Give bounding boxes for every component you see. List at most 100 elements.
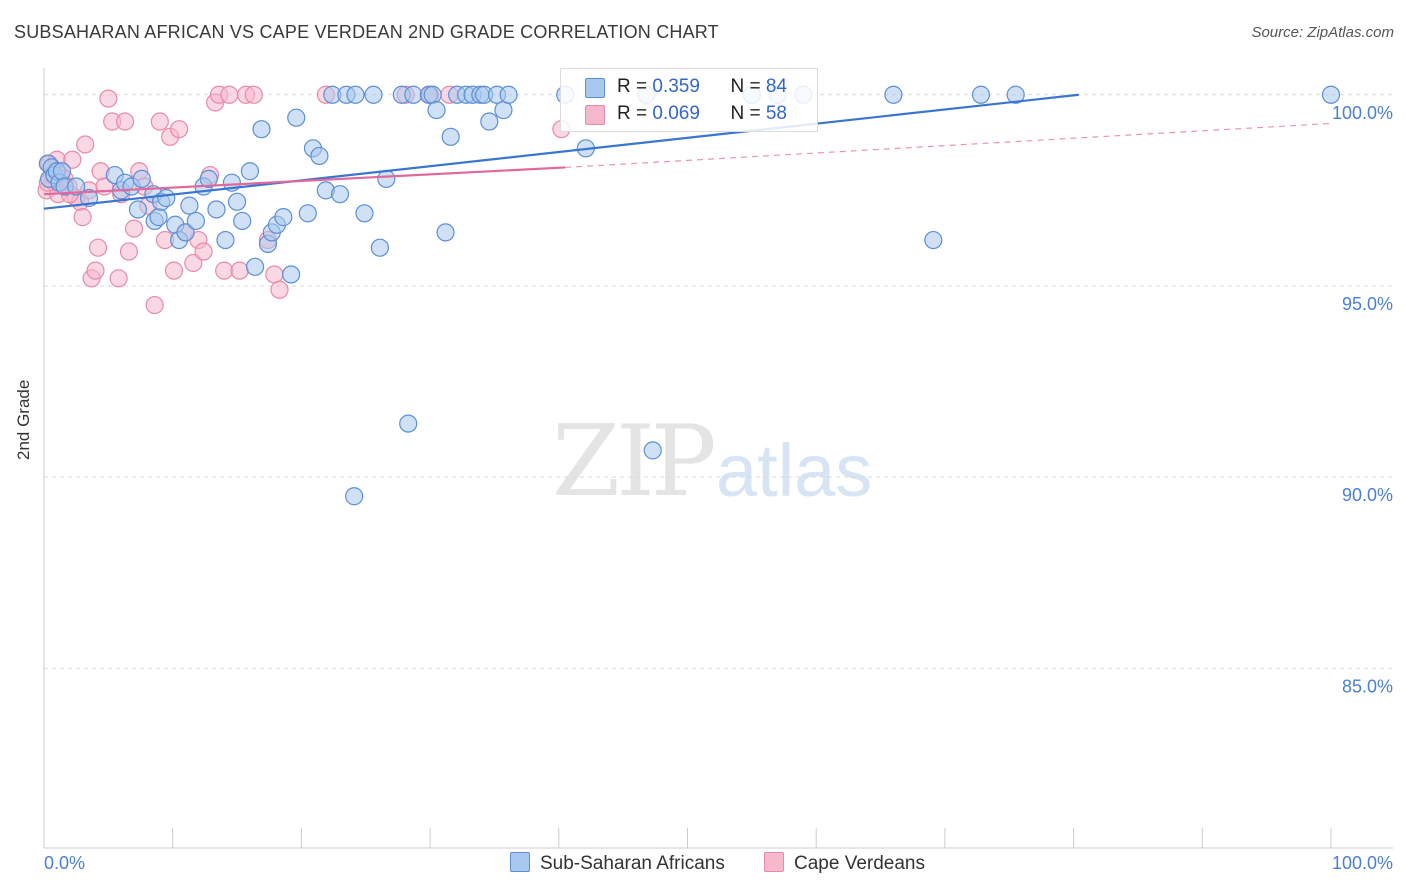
point-sub-saharan-african: [355, 204, 374, 223]
trend-line-blue: [43, 93, 1079, 210]
y-tick-label: 95.0%: [1342, 294, 1393, 314]
point-cape-verdean: [270, 280, 289, 299]
point-sub-saharan-african: [364, 85, 383, 104]
chart-title: SUBSAHARAN AFRICAN VS CAPE VERDEAN 2ND G…: [14, 22, 719, 42]
point-sub-saharan-african: [240, 162, 260, 181]
y-axis-label: 2nd Grade: [14, 379, 33, 460]
legend-r-value-blue: 0.359: [652, 76, 700, 97]
point-sub-saharan-african: [494, 100, 513, 120]
series-cape-verdeans: [37, 85, 571, 315]
point-sub-saharan-african: [310, 146, 329, 166]
grid-lines: [44, 94, 1393, 669]
legend-n-value-pink: 58: [765, 103, 787, 124]
point-sub-saharan-african: [227, 192, 247, 211]
point-sub-saharan-african: [404, 85, 423, 104]
point-cape-verdean: [150, 112, 169, 131]
point-sub-saharan-african: [149, 208, 168, 227]
point-cape-verdean: [76, 135, 95, 154]
watermark-atlas: atlas: [716, 429, 873, 512]
legend-n-value-blue: 84: [765, 76, 787, 97]
point-cape-verdean: [88, 238, 108, 257]
trend-lines: [43, 93, 1332, 210]
point-cape-verdean: [119, 242, 139, 261]
point-sub-saharan-african: [884, 85, 903, 104]
point-sub-saharan-african: [1321, 85, 1341, 104]
point-sub-saharan-african: [252, 120, 271, 139]
point-sub-saharan-african: [207, 200, 226, 219]
point-cape-verdean: [215, 261, 234, 280]
point-sub-saharan-african: [157, 188, 176, 208]
point-cape-verdean: [109, 269, 128, 288]
point-cape-verdean: [265, 265, 284, 284]
point-sub-saharan-african: [399, 414, 418, 433]
point-sub-saharan-african: [132, 169, 151, 188]
point-sub-saharan-african: [377, 169, 396, 188]
point-cape-verdean: [230, 261, 249, 280]
point-sub-saharan-african: [370, 238, 390, 257]
legend-label-blue: Sub-Saharan Africans: [540, 853, 725, 874]
point-cape-verdean: [145, 295, 164, 315]
y-tick-label: 90.0%: [1342, 485, 1393, 505]
point-sub-saharan-african: [441, 127, 460, 146]
point-cape-verdean: [164, 261, 184, 280]
axes: [43, 68, 1393, 849]
bottom-legend-pink[interactable]: Cape Verdeans: [764, 852, 925, 875]
legend-swatch-pink: [585, 105, 605, 125]
point-sub-saharan-african: [287, 108, 306, 127]
point-sub-saharan-african: [199, 169, 218, 188]
watermark-zip: ZIP: [552, 405, 717, 519]
point-sub-saharan-african: [924, 230, 943, 250]
point-cape-verdean: [73, 208, 92, 227]
point-sub-saharan-african: [427, 100, 446, 120]
point-sub-saharan-african: [423, 85, 442, 104]
point-sub-saharan-african: [233, 211, 252, 231]
legend-swatch-pink: [764, 852, 784, 872]
point-sub-saharan-african: [67, 177, 86, 196]
point-sub-saharan-african: [436, 223, 455, 242]
series-sub-saharan-africans: [38, 85, 1341, 506]
point-cape-verdean: [115, 112, 135, 131]
point-cape-verdean: [194, 242, 213, 261]
point-cape-verdean: [170, 120, 189, 139]
trend-line-pink: [43, 166, 566, 196]
point-sub-saharan-african: [245, 257, 265, 276]
legend-r-value-pink: 0.069: [652, 103, 700, 124]
point-sub-saharan-african: [274, 208, 293, 227]
point-sub-saharan-african: [345, 487, 364, 506]
point-sub-saharan-african: [330, 185, 350, 204]
legend-n-label: N =: [730, 76, 766, 97]
trend-line-pink-extension: [565, 122, 1332, 169]
point-sub-saharan-african: [480, 112, 499, 131]
point-cape-verdean: [63, 150, 82, 169]
x-tick-label-min: 0.0%: [44, 853, 85, 873]
legend-r-label: R =: [617, 76, 653, 97]
y-tick-label: 100.0%: [1332, 103, 1393, 123]
point-sub-saharan-african: [176, 223, 195, 242]
point-sub-saharan-african: [180, 196, 199, 215]
point-cape-verdean: [220, 85, 239, 104]
stats-legend: R = 0.359 N = 84 R = 0.069 N = 58: [560, 68, 818, 132]
point-sub-saharan-african: [128, 200, 148, 219]
legend-n-label: N =: [730, 103, 766, 124]
point-sub-saharan-african: [298, 204, 317, 223]
point-sub-saharan-african: [971, 85, 991, 104]
axis-ticks: [43, 828, 1332, 848]
point-cape-verdean: [124, 219, 144, 238]
point-sub-saharan-african: [216, 230, 235, 250]
x-tick-label-max: 100.0%: [1332, 853, 1393, 873]
source-label[interactable]: Source: ZipAtlas.com: [1251, 24, 1394, 41]
point-cape-verdean: [99, 89, 118, 108]
legend-swatch-blue: [585, 78, 605, 98]
point-sub-saharan-african: [1006, 85, 1025, 104]
point-sub-saharan-african: [499, 85, 518, 104]
point-sub-saharan-african: [346, 85, 365, 104]
point-sub-saharan-african: [52, 162, 72, 181]
tick-labels: 100.0% 95.0% 90.0% 85.0% 0.0% 100.0%: [44, 103, 1393, 873]
legend-r-label: R =: [617, 103, 653, 124]
y-tick-label: 85.0%: [1342, 676, 1393, 696]
legend-swatch-blue: [510, 852, 530, 872]
bottom-legend-blue[interactable]: Sub-Saharan Africans: [510, 852, 725, 875]
point-cape-verdean: [86, 261, 105, 280]
legend-label-pink: Cape Verdeans: [794, 853, 925, 874]
